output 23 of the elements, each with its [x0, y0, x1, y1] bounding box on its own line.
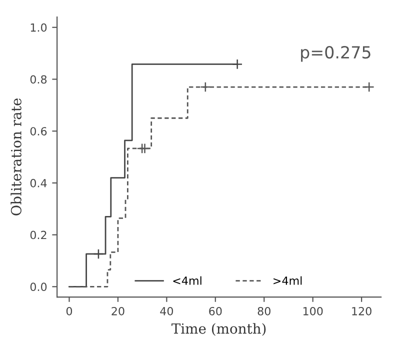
y-tick-label: 0.0 — [30, 282, 47, 292]
point — [232, 58, 243, 70]
x-tick-label: 0 — [66, 306, 72, 316]
x-tick-label: 100 — [303, 306, 323, 316]
point — [200, 82, 211, 92]
x-tick-label: 60 — [209, 306, 222, 316]
x-axis-title: Time (month) — [172, 323, 266, 336]
y-tick-label: 0.6 — [30, 127, 47, 136]
point — [364, 82, 374, 92]
x-tick-label: 80 — [258, 306, 270, 316]
x-tick-label: 40 — [160, 306, 174, 316]
point — [139, 143, 150, 154]
y-tick-label: 0.4 — [30, 178, 47, 188]
y-tick-label: 1.0 — [30, 23, 47, 32]
y-axis-title: Obliteration rate — [10, 98, 22, 216]
point — [93, 248, 104, 260]
x-tick-label: 20 — [112, 306, 124, 316]
x-tick-label: 120 — [352, 306, 372, 316]
y-tick-label: 0.2 — [30, 230, 46, 240]
legend-label: <4ml — [173, 276, 202, 285]
annotation: p=0.275 — [301, 46, 370, 62]
legend-label: >4ml — [274, 276, 302, 285]
y-tick-label: 0.8 — [30, 75, 47, 84]
